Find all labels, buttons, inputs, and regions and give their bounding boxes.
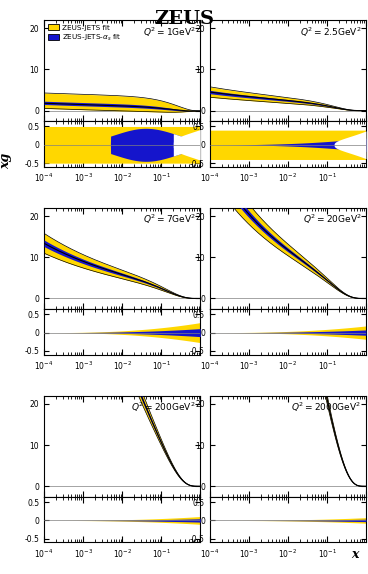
Legend: ZEUS-JETS fit, ZEUS-JETS-$\alpha_s$ fit: ZEUS-JETS fit, ZEUS-JETS-$\alpha_s$ fit [48, 24, 123, 44]
Text: $Q^{2} = 7 \mathrm{GeV}^2$: $Q^{2} = 7 \mathrm{GeV}^2$ [143, 213, 196, 226]
Text: ZEUS: ZEUS [154, 10, 214, 28]
Text: $Q^{2} = 2000 \mathrm{GeV}^2$: $Q^{2} = 2000 \mathrm{GeV}^2$ [291, 401, 361, 414]
Text: x: x [351, 548, 359, 561]
Text: $Q^{2} = 200 \mathrm{GeV}^2$: $Q^{2} = 200 \mathrm{GeV}^2$ [131, 401, 196, 414]
Text: xg: xg [0, 153, 12, 169]
Text: $Q^{2} = 20 \mathrm{GeV}^2$: $Q^{2} = 20 \mathrm{GeV}^2$ [303, 213, 361, 226]
Text: $Q^{2} = 2.5 \mathrm{GeV}^2$: $Q^{2} = 2.5 \mathrm{GeV}^2$ [300, 25, 361, 38]
Text: $Q^{2} = 1 \mathrm{GeV}^2$: $Q^{2} = 1 \mathrm{GeV}^2$ [143, 25, 196, 38]
